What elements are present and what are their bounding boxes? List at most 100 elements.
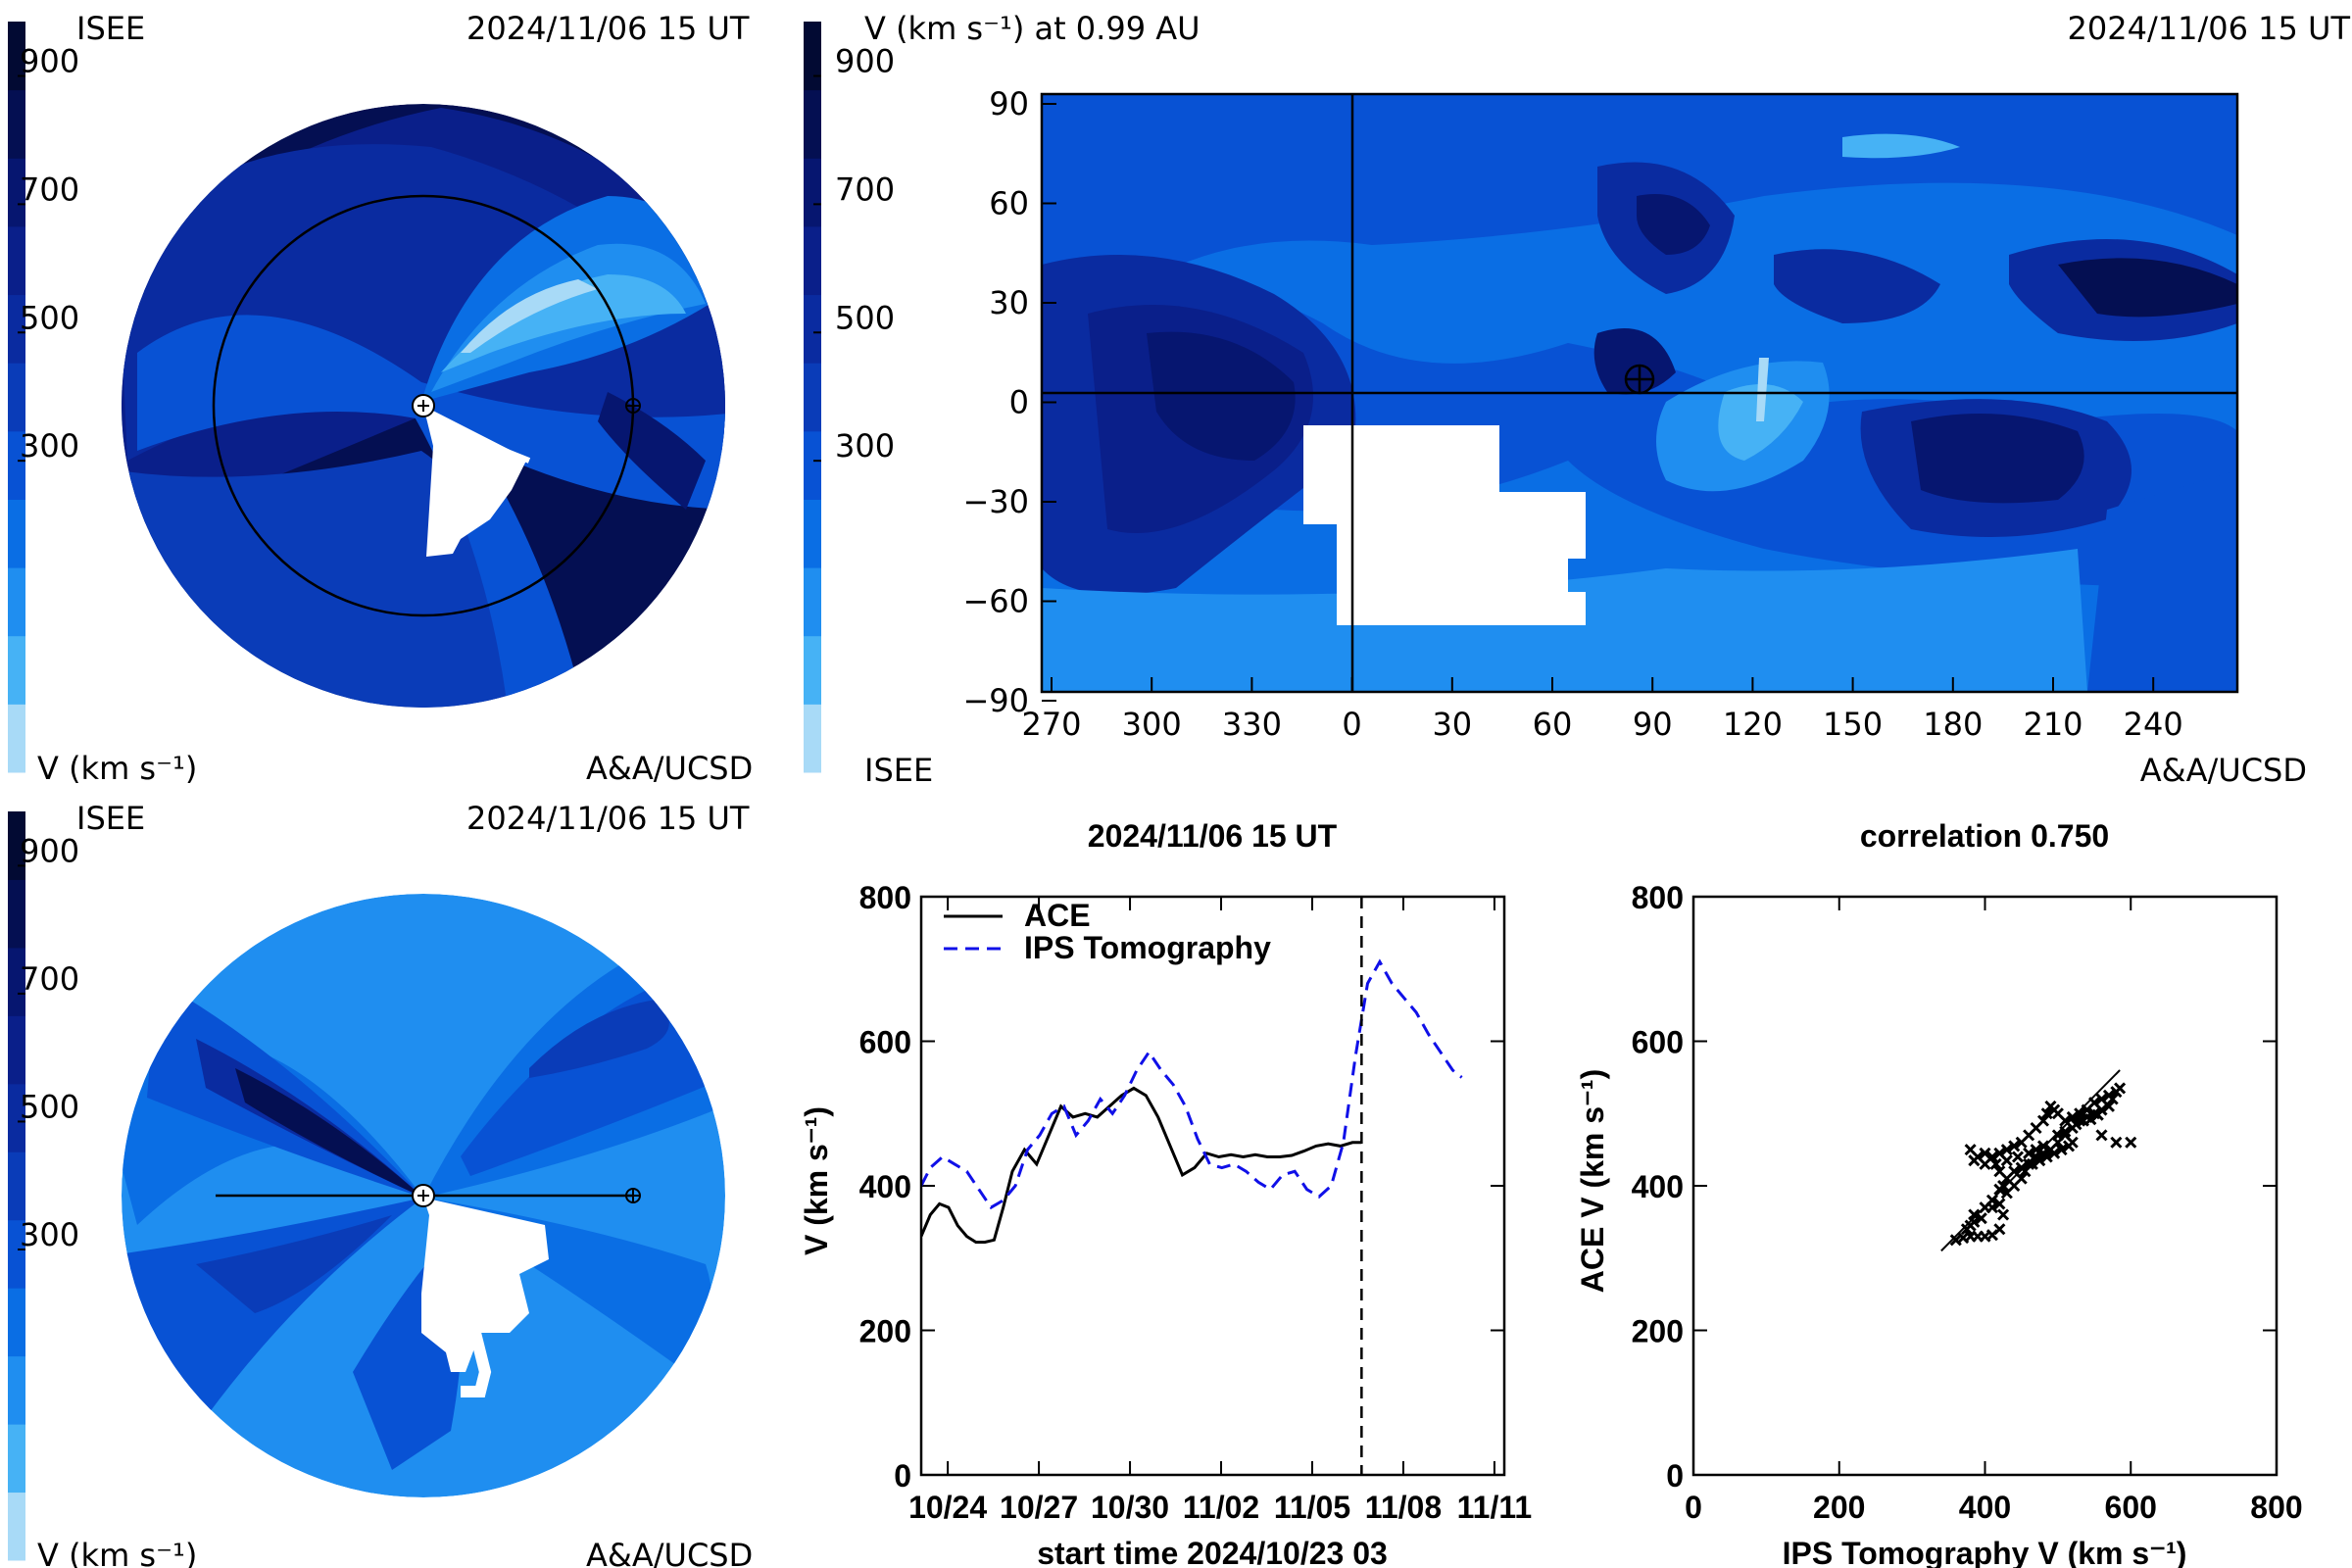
colorbar-swatch <box>8 1152 25 1221</box>
colorbar-swatch <box>8 1288 25 1357</box>
line-chart: 0 200 400 600 800 10/24 10/27 10/30 11/02 11/05 11… <box>859 880 1533 1525</box>
line-x-tick-label: 10/24 <box>908 1490 987 1525</box>
scatter-point <box>2070 1118 2082 1131</box>
colorbar-label: V (km s⁻¹) <box>37 1537 197 1568</box>
scatter-point <box>2055 1144 2068 1156</box>
scatter-point <box>2034 1154 2046 1167</box>
panel-scatter: correlation 0.750 0 200 400 600 800 0 200 400 60… <box>1575 818 2303 1568</box>
colorbar-swatch <box>804 704 821 773</box>
scatter-point <box>2091 1108 2104 1121</box>
date-label: 2024/11/06 15 UT <box>466 800 750 837</box>
map-x-tick-label: 300 <box>1122 706 1182 743</box>
scatter-point <box>2066 1136 2079 1149</box>
map-y-axis: 90 60 30 0 −30 −60 −90 <box>962 85 1056 719</box>
colorbar-swatch <box>8 704 25 773</box>
scatter-point <box>2011 1151 2025 1163</box>
line-chart-ylabel: V (km s⁻¹) <box>799 1106 834 1255</box>
map-y-tick-label: 30 <box>989 284 1029 321</box>
scatter-point <box>2051 1129 2064 1142</box>
scatter-point <box>2074 1107 2086 1120</box>
colorbar-swatch <box>804 499 821 568</box>
map-x-tick-label: 240 <box>2124 706 2183 743</box>
scatter-point <box>2044 1100 2057 1112</box>
map-y-tick-label: 90 <box>989 85 1029 122</box>
map-x-tick-label: 30 <box>1432 706 1472 743</box>
colorbar-swatch <box>804 430 821 500</box>
colorbar-swatch <box>8 947 25 1016</box>
colorbar-swatch <box>8 1424 25 1494</box>
scatter-ylabel: ACE V (km s⁻¹) <box>1575 1069 1610 1293</box>
scatter-point <box>1993 1165 2006 1178</box>
line-y-tick-label: 0 <box>894 1458 911 1494</box>
line-x-tick-label: 11/08 <box>1365 1490 1442 1525</box>
map-x-tick-label: 210 <box>2023 706 2082 743</box>
scatter-point <box>1975 1212 1987 1225</box>
legend-ips-label: IPS Tomography <box>1024 930 1271 965</box>
map-y-tick-label: −30 <box>962 483 1029 520</box>
scatter-point <box>2008 1140 2021 1152</box>
colorbar-swatch <box>8 294 25 364</box>
colorbar-tick-label: 700 <box>20 960 79 998</box>
colorbar-bottom-left: 900 700 500 300 <box>8 811 79 1561</box>
map-x-tick-label: 330 <box>1222 706 1282 743</box>
series-ips-tomography <box>921 958 1463 1210</box>
map-date: 2024/11/06 15 UT <box>2068 10 2351 47</box>
colorbar-tick-label: 300 <box>20 427 79 465</box>
org-label: ISEE <box>76 10 145 47</box>
scatter-point <box>1968 1154 1981 1167</box>
scatter-point <box>1997 1179 2010 1193</box>
map-x-tick-label: 90 <box>1633 706 1673 743</box>
scatter-point <box>2110 1136 2123 1149</box>
scatter-point <box>2023 1147 2035 1159</box>
colorbar-swatch <box>8 1492 25 1561</box>
date-label: 2024/11/06 15 UT <box>466 10 750 47</box>
legend-ace-label: ACE <box>1024 898 1091 933</box>
line-y-tick-label: 400 <box>859 1169 911 1204</box>
colorbar-swatch <box>8 430 25 500</box>
colorbar-swatch <box>804 567 821 637</box>
colorbar-tick-label: 900 <box>20 832 79 869</box>
scatter-point <box>2114 1082 2127 1095</box>
scatter-point <box>1989 1157 2002 1170</box>
scatter-chart: 0 200 400 600 800 0 200 400 600 800 <box>1632 880 2303 1525</box>
colorbar-swatch <box>8 1083 25 1152</box>
colorbar-tick-label: 900 <box>20 42 79 79</box>
scatter-y-tick-label: 200 <box>1632 1314 1684 1349</box>
scatter-point <box>1997 1208 2010 1221</box>
colorbar-tick-label: 700 <box>835 171 895 208</box>
scatter-point <box>2095 1129 2108 1142</box>
credit-label: A&A/UCSD <box>586 1537 753 1568</box>
colorbar-tick-label: 500 <box>20 1088 79 1125</box>
scatter-point <box>1964 1144 1977 1156</box>
map-y-tick-label: 60 <box>989 185 1029 222</box>
map-x-tick-label: 60 <box>1533 706 1573 743</box>
scatter-x-tick-label: 600 <box>2105 1490 2157 1525</box>
colorbar-swatch <box>8 811 25 880</box>
scatter-point <box>2084 1113 2097 1126</box>
speed-disk-equatorial <box>122 104 725 708</box>
scatter-xlabel: IPS Tomography V (km s⁻¹) <box>1783 1536 2187 1568</box>
colorbar-swatch <box>804 225 821 296</box>
line-chart-frame <box>919 895 1506 1477</box>
map-x-tick-label: 180 <box>1923 706 1983 743</box>
map-credit: A&A/UCSD <box>2140 752 2307 789</box>
fit-line <box>1940 1069 2121 1252</box>
line-y-tick-label: 200 <box>859 1314 911 1349</box>
colorbar-map: 900 700 500 300 <box>804 22 895 773</box>
map-x-tick-label: 150 <box>1823 706 1883 743</box>
map-x-tick-label: 120 <box>1723 706 1783 743</box>
line-y-tick-label: 800 <box>859 880 911 915</box>
colorbar-tick-label: 500 <box>20 299 79 336</box>
credit-label: A&A/UCSD <box>586 750 753 787</box>
scatter-point <box>2040 1107 2053 1120</box>
series-ace <box>921 1086 1362 1244</box>
line-chart-title: 2024/11/06 15 UT <box>1088 818 1338 854</box>
map-title: V (km s⁻¹) at 0.99 AU <box>864 10 1200 47</box>
scatter-frame <box>1691 895 2278 1477</box>
line-x-tick-label: 10/30 <box>1091 1490 1169 1525</box>
colorbar-swatch <box>8 89 25 159</box>
colorbar-swatch <box>8 158 25 227</box>
scatter-x-tick-label: 200 <box>1813 1490 1865 1525</box>
